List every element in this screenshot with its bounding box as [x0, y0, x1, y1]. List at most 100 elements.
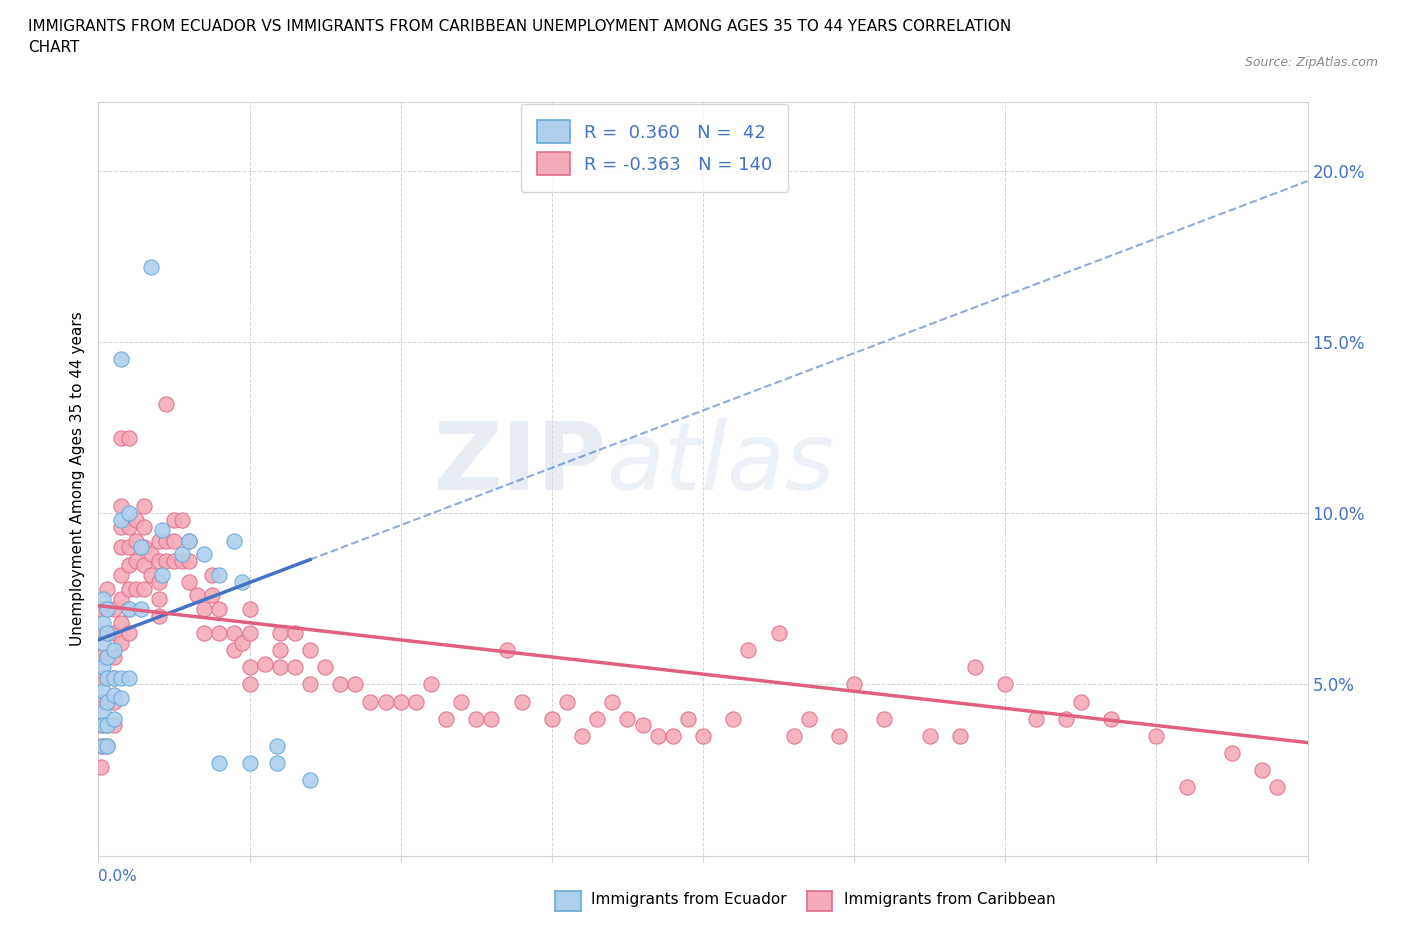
Point: [1024, 711, 1046, 726]
Point: [110, 352, 132, 366]
Point: [125, 581, 148, 596]
Point: [110, 636, 132, 651]
Point: [96, 649, 118, 664]
Point: [797, 711, 820, 726]
Point: [179, 574, 201, 589]
Point: [96, 718, 118, 733]
Point: [631, 718, 654, 733]
Legend: R =  0.360   N =  42, R = -0.363   N = 140: R = 0.360 N = 42, R = -0.363 N = 140: [520, 104, 789, 192]
Point: [253, 657, 276, 671]
Point: [965, 660, 987, 675]
Point: [208, 626, 231, 641]
Point: [239, 677, 262, 692]
Point: [405, 694, 427, 709]
Point: [110, 431, 132, 445]
Point: [179, 553, 201, 568]
Point: [616, 711, 638, 726]
Point: [201, 588, 224, 603]
Point: [96, 694, 118, 709]
Y-axis label: Unemployment Among Ages 35 to 44 years: Unemployment Among Ages 35 to 44 years: [69, 312, 84, 646]
Point: [132, 498, 155, 513]
Point: [768, 626, 790, 641]
Point: [90, 738, 112, 753]
Point: [450, 694, 472, 709]
Point: [284, 660, 307, 675]
Point: [179, 533, 201, 548]
Point: [103, 718, 125, 733]
Point: [571, 728, 593, 743]
Point: [231, 636, 253, 651]
Point: [723, 711, 745, 726]
Point: [96, 626, 118, 641]
Point: [96, 671, 118, 685]
Point: [150, 567, 173, 582]
Point: [239, 626, 262, 641]
Point: [96, 738, 118, 753]
Point: [586, 711, 609, 726]
Point: [91, 704, 114, 719]
Point: [125, 553, 148, 568]
Point: [110, 616, 132, 631]
Point: [299, 643, 322, 658]
Point: [91, 636, 114, 651]
Point: [676, 711, 699, 726]
Point: [110, 540, 132, 555]
Point: [141, 259, 163, 274]
Point: [269, 626, 291, 641]
Point: [96, 649, 118, 664]
Point: [465, 711, 488, 726]
Point: [103, 602, 125, 617]
Point: [118, 540, 141, 555]
Point: [208, 756, 231, 771]
Point: [118, 557, 141, 572]
Point: [284, 626, 307, 641]
Point: [510, 694, 533, 709]
Point: [231, 574, 253, 589]
Point: [90, 694, 112, 709]
Point: [1054, 711, 1077, 726]
Point: [239, 602, 262, 617]
Point: [132, 520, 155, 535]
Point: [96, 626, 118, 641]
Point: [91, 616, 114, 631]
Point: [103, 643, 125, 658]
Point: [148, 533, 170, 548]
Point: [110, 567, 132, 582]
Point: [110, 498, 132, 513]
Point: [110, 671, 132, 685]
Point: [918, 728, 941, 743]
Point: [96, 738, 118, 753]
Point: [949, 728, 972, 743]
Point: [90, 718, 112, 733]
Point: [193, 547, 215, 562]
Point: [193, 602, 215, 617]
Point: [239, 660, 262, 675]
Point: [103, 626, 125, 641]
Point: [193, 626, 215, 641]
Point: [96, 718, 118, 733]
Point: [155, 396, 177, 411]
Point: [150, 523, 173, 538]
Point: [110, 591, 132, 606]
Point: [269, 660, 291, 675]
Point: [692, 728, 714, 743]
Point: [141, 547, 163, 562]
Point: [555, 694, 578, 709]
Point: [125, 533, 148, 548]
Point: [103, 671, 125, 685]
Point: [299, 773, 322, 788]
Point: [96, 671, 118, 685]
Point: [994, 677, 1017, 692]
Point: [118, 520, 141, 535]
Point: [224, 626, 246, 641]
Point: [495, 643, 517, 658]
Point: [540, 711, 562, 726]
Point: [647, 728, 669, 743]
Point: [844, 677, 866, 692]
Point: [91, 718, 114, 733]
Point: [118, 602, 141, 617]
Text: Source: ZipAtlas.com: Source: ZipAtlas.com: [1244, 56, 1378, 69]
Point: [266, 756, 288, 771]
Point: [96, 602, 118, 617]
Text: IMMIGRANTS FROM ECUADOR VS IMMIGRANTS FROM CARIBBEAN UNEMPLOYMENT AMONG AGES 35 : IMMIGRANTS FROM ECUADOR VS IMMIGRANTS FR…: [28, 19, 1011, 55]
